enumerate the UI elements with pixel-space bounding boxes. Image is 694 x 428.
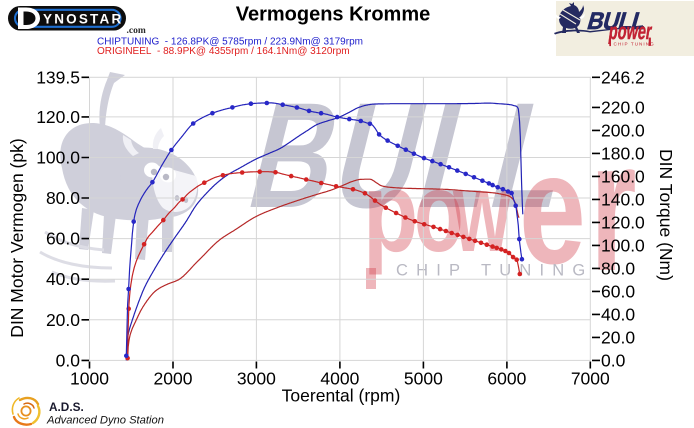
svg-text:20.0: 20.0 xyxy=(46,310,80,330)
svg-text:220.0: 220.0 xyxy=(601,97,645,117)
svg-text:CHIP TUNING: CHIP TUNING xyxy=(396,262,593,280)
svg-text:.com: .com xyxy=(127,26,146,36)
svg-text:80.0: 80.0 xyxy=(46,188,80,208)
svg-text:CHIPTUNING - 126.8PK@ 5785rpm: CHIPTUNING - 126.8PK@ 5785rpm / 223.9Nm@… xyxy=(97,37,363,48)
svg-text:ORIGINEEL - 88.9PK@ 4355rpm /: ORIGINEEL - 88.9PK@ 4355rpm / 164.1Nm@ 3… xyxy=(97,46,350,57)
svg-text:DIN Motor Vermogen (pk): DIN Motor Vermogen (pk) xyxy=(7,138,27,337)
svg-text:60.0: 60.0 xyxy=(601,281,635,301)
svg-text:DIN Torque (Nm): DIN Torque (Nm) xyxy=(656,149,676,281)
svg-text:0.0: 0.0 xyxy=(56,350,81,370)
svg-text:7000: 7000 xyxy=(571,368,610,388)
svg-text:20.0: 20.0 xyxy=(601,327,635,347)
svg-text:r: r xyxy=(590,102,637,310)
svg-text:40.0: 40.0 xyxy=(601,304,635,324)
svg-text:140.0: 140.0 xyxy=(601,189,645,209)
svg-text:2000: 2000 xyxy=(154,368,193,388)
svg-text:6000: 6000 xyxy=(487,368,526,388)
svg-text:YNOSTAR: YNOSTAR xyxy=(43,11,123,26)
svg-text:1000: 1000 xyxy=(70,368,109,388)
svg-text:100.0: 100.0 xyxy=(601,235,645,255)
svg-text:80.0: 80.0 xyxy=(601,258,635,278)
svg-text:120.0: 120.0 xyxy=(36,107,80,127)
svg-text:5000: 5000 xyxy=(404,368,443,388)
svg-text:Toerental (rpm): Toerental (rpm) xyxy=(282,386,401,406)
svg-text:180.0: 180.0 xyxy=(601,143,645,163)
svg-text:120.0: 120.0 xyxy=(601,212,645,232)
svg-text:w: w xyxy=(452,149,511,275)
svg-text:Advanced Dyno Station: Advanced Dyno Station xyxy=(46,415,164,427)
svg-text:e: e xyxy=(519,120,586,297)
svg-text:3000: 3000 xyxy=(237,368,276,388)
svg-text:Vermogens Kromme: Vermogens Kromme xyxy=(236,4,431,26)
svg-text:160.0: 160.0 xyxy=(601,166,645,186)
svg-text:60.0: 60.0 xyxy=(46,229,80,249)
svg-text:A.D.S.: A.D.S. xyxy=(49,400,84,414)
svg-text:100.0: 100.0 xyxy=(36,148,80,168)
svg-text:40.0: 40.0 xyxy=(46,269,80,289)
svg-text:BULL: BULL xyxy=(585,8,650,34)
svg-text:246.2: 246.2 xyxy=(601,67,645,87)
svg-text:200.0: 200.0 xyxy=(601,120,645,140)
svg-text:0.0: 0.0 xyxy=(601,350,626,370)
svg-text:p: p xyxy=(363,148,418,275)
svg-text:139.5: 139.5 xyxy=(36,67,80,87)
svg-text:CHIP TUNING: CHIP TUNING xyxy=(614,41,655,46)
svg-text:4000: 4000 xyxy=(320,368,359,388)
svg-text:power: power xyxy=(607,19,654,45)
